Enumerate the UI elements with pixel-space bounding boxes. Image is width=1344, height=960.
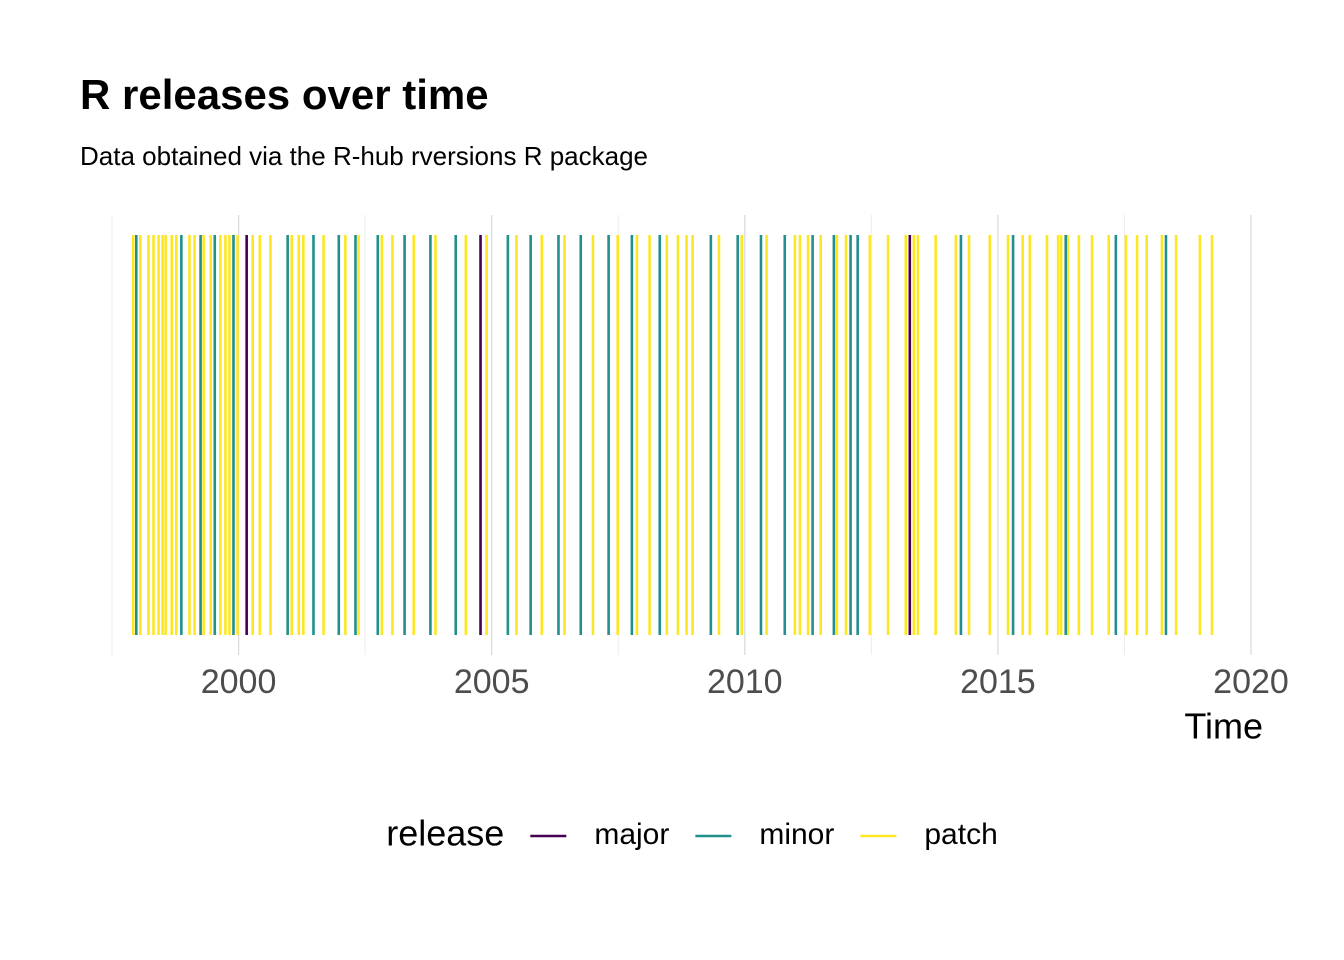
legend-label: patch [924,818,997,851]
legend-label: major [594,818,669,851]
x-tick-label: 2015 [960,663,1036,701]
x-tick-label: 2005 [454,663,530,701]
chart-title: R releases over time [80,71,489,118]
legend-title: release [386,813,504,854]
chart-subtitle: Data obtained via the R-hub rversions R … [80,141,648,171]
x-tick-label: 2010 [707,663,783,701]
legend-label: minor [759,818,834,851]
x-tick-label: 2000 [201,663,277,701]
x-axis-title: Time [1184,706,1263,747]
x-tick-label: 2020 [1213,663,1289,701]
